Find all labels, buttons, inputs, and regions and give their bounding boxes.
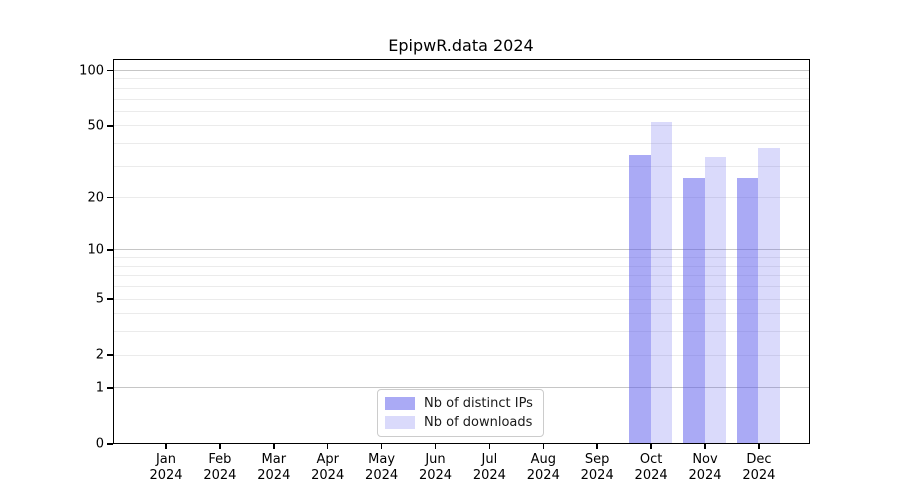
ytick-label-10: 10: [87, 242, 104, 258]
xtick-mark-jul: [488, 444, 491, 449]
xtick-label-oct: Oct: [639, 452, 663, 467]
xtick-year-jun: 2024: [418, 468, 453, 483]
minor-gridline-3: [114, 331, 809, 333]
minor-gridline-30: [114, 165, 809, 167]
xtick-year-feb: 2024: [203, 468, 237, 483]
xtick-mark-nov: [704, 444, 706, 449]
xtick-label-dec: Dec: [746, 452, 772, 467]
xtick-mark-feb: [219, 444, 221, 449]
xtick-mark-dec: [758, 444, 760, 449]
major-gridline-1: [114, 387, 809, 389]
xtick-year-may: 2024: [365, 468, 399, 483]
xtick-mark-sep: [596, 444, 598, 449]
xtick-mark-may: [380, 444, 383, 449]
ytick-label-0: 0: [95, 436, 104, 452]
minor-gridline-2: [114, 354, 809, 356]
legend-label-downloads: Nb of downloads: [424, 415, 533, 430]
ytick-label-2: 2: [95, 347, 104, 363]
xtick-mark-mar: [273, 444, 275, 449]
xtick-year-jan: 2024: [149, 468, 183, 483]
xtick-year-sep: 2024: [580, 468, 614, 483]
legend-swatch-downloads: [385, 416, 415, 429]
xtick-label-jan: Jan: [155, 452, 177, 467]
major-gridline-10: [114, 249, 809, 251]
ytick-mark-1: [107, 387, 113, 389]
xtick-label-jun: Jun: [425, 452, 446, 467]
xtick-mark-apr: [326, 444, 329, 449]
ytick-mark-2: [107, 354, 113, 356]
ytick-mark-0: [107, 443, 113, 445]
minor-gridline-9: [114, 257, 809, 259]
minor-gridline-80: [114, 87, 809, 89]
xtick-label-aug: Aug: [530, 452, 556, 467]
ytick-label-100: 100: [79, 63, 104, 78]
minor-gridline-70: [114, 98, 809, 100]
minor-gridline-5: [114, 298, 809, 300]
xtick-label-feb: Feb: [208, 452, 232, 467]
xtick-year-mar: 2024: [257, 468, 291, 483]
minor-gridline-6: [114, 286, 809, 288]
xtick-year-jul: 2024: [472, 468, 506, 483]
bar-nb-of-downloads-dec: [758, 148, 780, 443]
ytick-mark-20: [107, 196, 113, 199]
plot-area: Nb of distinct IPs Nb of downloads: [113, 59, 810, 444]
xtick-label-may: May: [368, 452, 396, 467]
xtick-mark-aug: [542, 444, 545, 449]
legend-entry-downloads: Nb of downloads: [385, 415, 533, 430]
minor-gridline-90: [114, 78, 809, 80]
xtick-label-nov: Nov: [692, 452, 718, 467]
minor-gridline-7: [114, 275, 809, 277]
minor-gridline-50: [114, 125, 809, 127]
xtick-label-mar: Mar: [261, 452, 287, 467]
xtick-label-sep: Sep: [584, 452, 610, 467]
legend-label-distinct-ips: Nb of distinct IPs: [424, 396, 533, 411]
xtick-label-jul: Jul: [481, 452, 498, 467]
ytick-mark-100: [107, 69, 113, 72]
ytick-label-50: 50: [87, 118, 104, 134]
minor-gridline-40: [114, 142, 809, 144]
minor-gridline-8: [114, 265, 809, 267]
legend-entry-distinct-ips: Nb of distinct IPs: [385, 396, 533, 411]
ytick-label-1: 1: [95, 380, 104, 396]
bar-nb-of-downloads-oct: [650, 121, 673, 443]
minor-gridline-4: [114, 313, 809, 315]
ytick-mark-10: [107, 249, 113, 251]
bar-nb-of-distinct-ips-oct: [629, 154, 651, 443]
bar-nb-of-downloads-nov: [704, 156, 726, 443]
xtick-year-nov: 2024: [688, 468, 722, 483]
ytick-label-5: 5: [95, 291, 104, 307]
bar-nb-of-distinct-ips-nov: [683, 177, 705, 443]
major-gridline-100: [114, 70, 809, 71]
xtick-year-apr: 2024: [311, 468, 345, 483]
xtick-year-aug: 2024: [526, 468, 560, 483]
chart-title: EpipwR.data 2024: [388, 36, 534, 55]
xtick-year-oct: 2024: [634, 468, 668, 483]
xtick-mark-jun: [434, 444, 437, 449]
bar-nb-of-distinct-ips-dec: [736, 177, 759, 443]
xtick-mark-jan: [165, 444, 167, 449]
ytick-mark-5: [107, 298, 113, 300]
xtick-year-dec: 2024: [742, 468, 776, 483]
minor-gridline-20: [114, 197, 809, 199]
ytick-label-20: 20: [87, 190, 104, 206]
xtick-label-apr: Apr: [316, 452, 339, 467]
xtick-mark-oct: [650, 444, 652, 449]
legend: Nb of distinct IPs Nb of downloads: [377, 389, 544, 437]
minor-gridline-60: [114, 110, 809, 112]
ytick-mark-50: [107, 125, 113, 127]
legend-swatch-distinct-ips: [385, 397, 415, 410]
